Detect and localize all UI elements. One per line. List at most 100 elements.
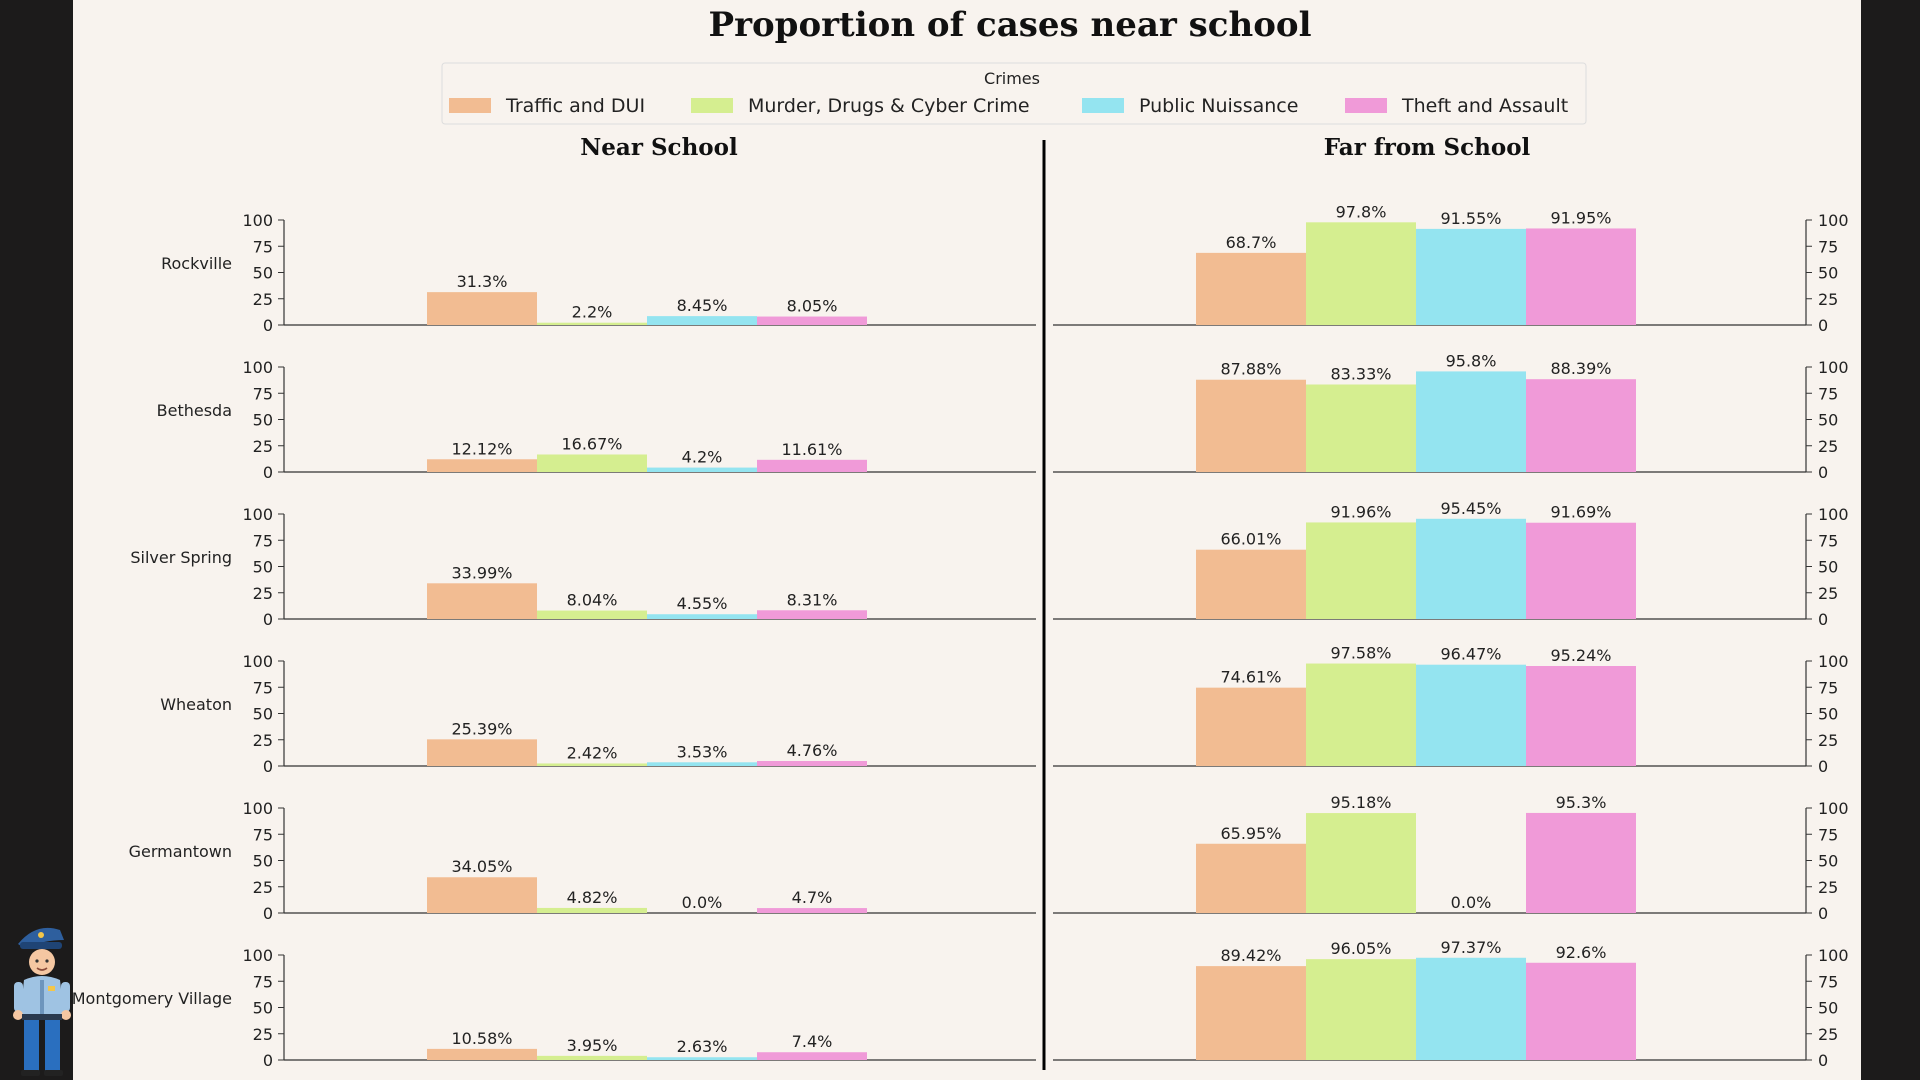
y-tick-label-right: 50 (1818, 852, 1838, 871)
legend-label: Murder, Drugs & Cyber Crime (748, 95, 1030, 117)
bar-far (1526, 228, 1636, 325)
bar-near (757, 1052, 867, 1060)
bar-near (537, 907, 647, 913)
data-label-far: 74.61% (1220, 668, 1281, 687)
bar-near (647, 762, 757, 766)
bar-far (1196, 379, 1306, 472)
data-label-far: 83.33% (1330, 365, 1391, 384)
city-label: Silver Spring (130, 548, 232, 567)
bar-near (427, 459, 537, 472)
legend-swatch (1082, 98, 1124, 113)
bar-far (1416, 228, 1526, 325)
y-tick-label-right: 50 (1818, 411, 1838, 430)
y-tick-label-right: 0 (1818, 610, 1828, 629)
y-tick-label-right: 75 (1818, 531, 1838, 550)
y-tick-label-right: 0 (1818, 904, 1828, 923)
y-tick-label-left: 50 (253, 999, 273, 1018)
data-label-near: 2.42% (567, 743, 618, 762)
bar-near (757, 908, 867, 913)
bar-near (427, 877, 537, 913)
city-label: Germantown (129, 842, 232, 861)
y-tick-label-right: 100 (1818, 946, 1849, 965)
city-row: Germantown 0 0 25 25 50 50 75 75 100 100 34.05% 4.82… (129, 793, 1849, 923)
bar-near (757, 459, 867, 472)
data-label-near: 34.05% (451, 857, 512, 876)
data-label-far: 96.47% (1440, 645, 1501, 664)
bar-far (1306, 663, 1416, 766)
data-label-far: 91.95% (1550, 208, 1611, 227)
bar-far (1526, 812, 1636, 913)
y-tick-label-left: 25 (253, 1025, 273, 1044)
bar-far (1196, 252, 1306, 325)
y-tick-label-left: 25 (253, 731, 273, 750)
y-tick-label-left: 100 (242, 946, 273, 965)
data-label-far: 65.95% (1220, 824, 1281, 843)
bar-near (537, 322, 647, 325)
bar-far (1306, 222, 1416, 325)
data-label-near: 10.58% (451, 1029, 512, 1048)
y-tick-label-left: 75 (253, 678, 273, 697)
y-tick-label-right: 75 (1818, 825, 1838, 844)
bar-far (1196, 549, 1306, 619)
bar-far (1306, 813, 1416, 913)
data-label-far: 97.58% (1330, 644, 1391, 663)
city-row: Rockville 0 0 25 25 50 50 75 75 100 100 31.3% 2.2% 8.… (161, 202, 1848, 335)
y-tick-label-left: 50 (253, 558, 273, 577)
data-label-far: 89.42% (1220, 946, 1281, 965)
y-tick-label-left: 100 (242, 211, 273, 230)
data-label-near: 3.53% (677, 742, 728, 761)
city-row: Silver Spring 0 0 25 25 50 50 75 75 100 100 33.99% 8… (130, 499, 1848, 629)
data-label-far: 97.37% (1440, 938, 1501, 957)
city-label: Montgomery Village (72, 989, 232, 1008)
data-label-far: 68.7% (1226, 233, 1277, 252)
data-label-far: 95.18% (1330, 793, 1391, 812)
bar-near (427, 583, 537, 619)
bar-far (1196, 966, 1306, 1060)
bar-near (537, 763, 647, 766)
data-label-far: 88.39% (1550, 359, 1611, 378)
legend-label: Traffic and DUI (505, 95, 645, 117)
bar-far (1526, 522, 1636, 619)
data-label-near: 4.7% (792, 888, 833, 907)
data-label-near: 8.05% (787, 297, 838, 316)
y-tick-label-left: 0 (263, 904, 273, 923)
y-tick-label-right: 75 (1818, 678, 1838, 697)
y-tick-label-left: 25 (253, 437, 273, 456)
y-tick-label-left: 100 (242, 799, 273, 818)
bar-far (1526, 379, 1636, 472)
bar-near (647, 316, 757, 325)
y-tick-label-right: 0 (1818, 463, 1828, 482)
y-tick-label-left: 100 (242, 505, 273, 524)
y-tick-label-right: 100 (1818, 505, 1849, 524)
data-label-near: 25.39% (451, 719, 512, 738)
y-tick-label-right: 0 (1818, 757, 1828, 776)
y-tick-label-right: 50 (1818, 264, 1838, 283)
y-tick-label-right: 25 (1818, 731, 1838, 750)
bar-far (1196, 687, 1306, 766)
bar-near (647, 614, 757, 619)
data-label-far: 87.88% (1220, 360, 1281, 379)
police-officer-icon (13, 927, 71, 1076)
data-label-far: 66.01% (1220, 530, 1281, 549)
y-tick-label-right: 50 (1818, 999, 1838, 1018)
y-tick-label-left: 50 (253, 852, 273, 871)
bar-near (647, 467, 757, 472)
y-tick-label-left: 75 (253, 972, 273, 991)
y-tick-label-left: 0 (263, 463, 273, 482)
data-label-near: 4.2% (682, 448, 723, 467)
panel-title-far: Far from School (1324, 134, 1531, 161)
y-tick-label-right: 0 (1818, 316, 1828, 335)
y-tick-label-left: 0 (263, 610, 273, 629)
bar-near (427, 1048, 537, 1060)
bar-far (1306, 384, 1416, 472)
data-label-far: 95.3% (1556, 793, 1607, 812)
y-tick-label-right: 25 (1818, 584, 1838, 603)
legend-label: Theft and Assault (1401, 95, 1568, 117)
data-label-far: 96.05% (1330, 939, 1391, 958)
data-label-near: 4.76% (787, 741, 838, 760)
y-tick-label-right: 25 (1818, 437, 1838, 456)
y-tick-label-left: 75 (253, 384, 273, 403)
y-tick-label-right: 25 (1818, 290, 1838, 309)
y-tick-label-right: 25 (1818, 878, 1838, 897)
